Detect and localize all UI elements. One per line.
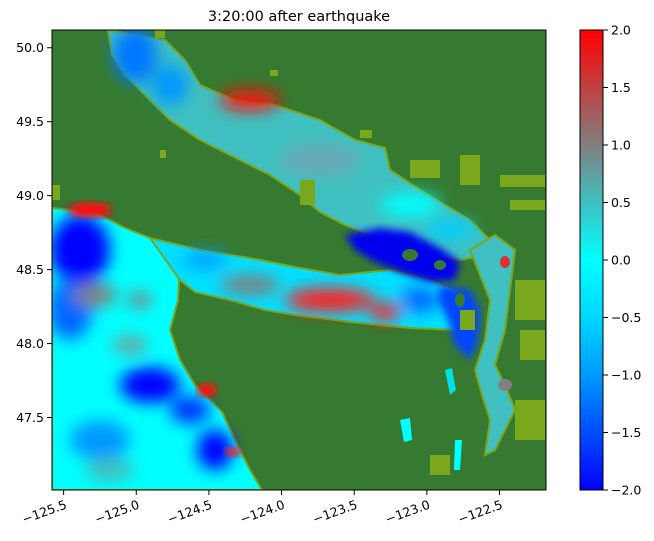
colorbar-tick-label: 1.5 [611, 80, 631, 95]
ocean-puget-sound [400, 233, 517, 470]
y-tick-label: 48.5 [16, 262, 44, 277]
shoreline-detail [52, 30, 545, 475]
x-tick-label: −123.0 [383, 497, 432, 527]
ocean-san-juan [345, 228, 480, 360]
colorbar-tick-label: 1.0 [611, 138, 631, 153]
colorbar-tick-label: −2.0 [611, 483, 641, 498]
y-tick-label: 49.0 [16, 188, 44, 203]
plot-area [52, 30, 546, 490]
colorbar-tick-label: 0.5 [611, 195, 631, 210]
x-tick-label: −125.5 [20, 497, 69, 527]
colorbar-tick-label: −0.5 [611, 310, 641, 325]
y-tick-label: 49.5 [16, 114, 44, 129]
x-tick-label: −125.0 [93, 497, 142, 527]
x-tick-label: −123.5 [311, 497, 360, 527]
colorbar-tick-label: −1.0 [611, 368, 641, 383]
y-tick-label: 47.5 [16, 410, 44, 425]
y-tick-label: 48.0 [16, 336, 44, 351]
y-axis: 47.5 48.0 48.5 49.0 49.5 50.0 [16, 40, 52, 425]
ocean-juan-de-fuca [147, 236, 472, 332]
y-tick-label: 50.0 [16, 40, 44, 55]
colorbar-tick-label: 0.0 [611, 253, 631, 268]
x-tick-label: −122.5 [456, 497, 505, 527]
plot-frame [51, 29, 547, 491]
colorbar [579, 29, 604, 491]
ocean-pacific [52, 202, 264, 490]
x-tick-label: −124.0 [238, 497, 287, 527]
colorbar-axis: −2.0 −1.5 −1.0 −0.5 0.0 0.5 1.0 1.5 2.0 [603, 23, 641, 498]
chart-title: 3:20:00 after earthquake [208, 9, 390, 25]
x-tick-label: −124.5 [165, 497, 214, 527]
colorbar-tick-label: 2.0 [611, 23, 631, 38]
x-axis: −125.5 −125.0 −124.5 −124.0 −123.5 −123.0 −122… [20, 490, 505, 527]
colorbar-tick-label: −1.5 [611, 425, 641, 440]
